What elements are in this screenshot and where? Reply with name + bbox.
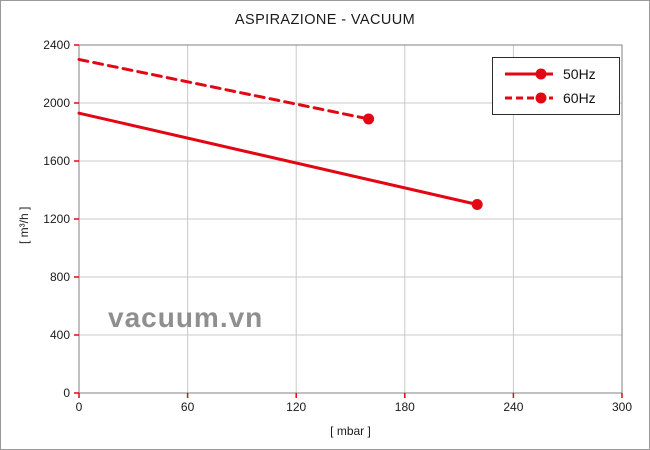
y-tick-label: 2000 <box>43 96 70 110</box>
series-endpoint-60hz <box>363 113 375 125</box>
x-tick-label: 240 <box>503 400 523 414</box>
legend-item-60hz: 60Hz <box>503 90 609 106</box>
y-tick-label: 800 <box>50 270 70 284</box>
y-tick-label: 1200 <box>43 212 70 226</box>
legend-label-60hz: 60Hz <box>563 90 596 106</box>
watermark: vacuum.vn <box>108 302 264 333</box>
x-tick-label: 120 <box>286 400 306 414</box>
legend-item-50hz: 50Hz <box>503 66 609 82</box>
series-line-50hz <box>77 111 479 206</box>
legend: 50Hz 60Hz <box>492 57 620 115</box>
y-tick-label: 2400 <box>43 38 70 52</box>
series-line-60hz <box>77 58 371 121</box>
y-tick-label: 0 <box>63 386 70 400</box>
x-tick-label: 60 <box>181 400 195 414</box>
series-endpoint-50hz <box>471 199 483 210</box>
legend-label-50hz: 50Hz <box>563 66 596 82</box>
y-axis-label: [ m³/h ] <box>17 206 31 244</box>
x-tick-label: 300 <box>612 400 632 414</box>
y-tick-label: 400 <box>50 328 70 342</box>
legend-swatch-solid-line-icon <box>505 68 553 80</box>
x-tick-label: 180 <box>395 400 415 414</box>
y-tick-label: 1600 <box>43 154 70 168</box>
x-axis-label: [ mbar ] <box>330 424 371 438</box>
chart-title: ASPIRAZIONE - VACUUM <box>234 12 416 28</box>
x-tick-label: 0 <box>76 400 83 414</box>
legend-swatch-dashed-line-icon <box>505 92 553 104</box>
